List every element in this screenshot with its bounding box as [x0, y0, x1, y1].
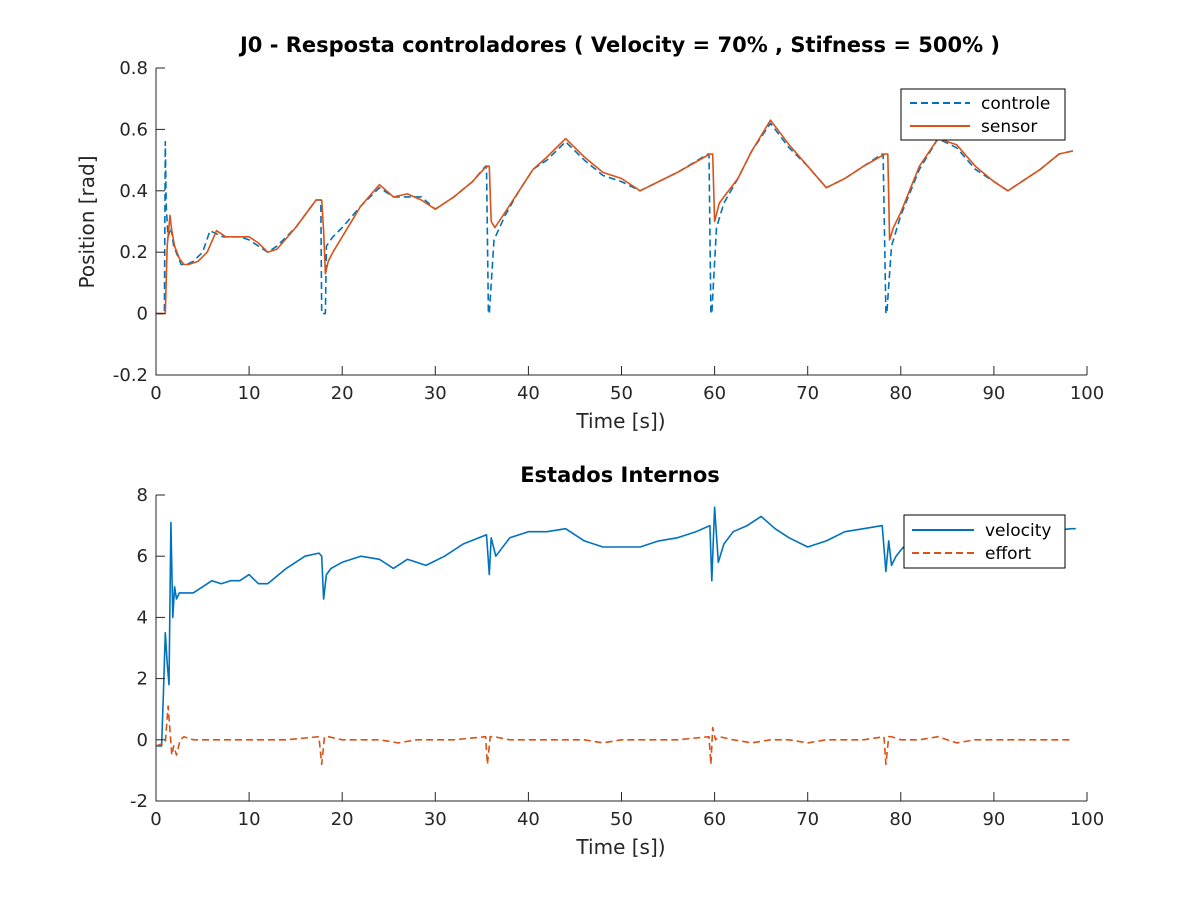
x-tick-label: 70	[796, 809, 819, 830]
x-tick-label: 80	[889, 383, 912, 404]
y-ticks: -2 0 2 4 6 8	[130, 485, 165, 812]
legend: velocity effort	[903, 514, 1066, 569]
legend-label-controle: controle	[981, 94, 1050, 114]
x-tick-label: 20	[331, 383, 354, 404]
x-tick-label: 60	[703, 383, 726, 404]
x-tick-label: 90	[982, 383, 1005, 404]
y-tick-label: 8	[137, 485, 148, 506]
x-tick-label: 0	[150, 383, 161, 404]
y-tick-label: 0.4	[119, 181, 148, 202]
y-tick-label: 4	[137, 607, 148, 628]
internal-states-panel: Estados Internos 0 10 20 30 40 50 60 70 80 90 100 …	[130, 463, 1104, 859]
y-tick-label: -2	[130, 791, 148, 812]
x-axis-label: Time [s])	[575, 409, 665, 433]
series-line-velocity	[156, 506, 1076, 747]
legend: controle sensor	[900, 88, 1066, 141]
x-tick-label: 50	[610, 809, 633, 830]
legend-label-velocity: velocity	[985, 521, 1051, 541]
y-tick-label: 0	[137, 304, 148, 325]
x-tick-label: 60	[703, 809, 726, 830]
y-tick-label: 0	[137, 730, 148, 751]
series-line-controle	[156, 122, 1074, 315]
x-tick-label: 40	[517, 809, 540, 830]
chart-title: Estados Internos	[520, 463, 720, 487]
y-tick-label: 0.8	[119, 58, 148, 79]
series-group	[156, 119, 1074, 315]
x-ticks: 0 10 20 30 40 50 60 70 80 90 100	[150, 792, 1104, 830]
y-tick-label: 0.2	[119, 242, 148, 263]
legend-box	[903, 514, 1066, 569]
legend-box	[900, 88, 1066, 141]
y-ticks: -0.2 0 0.2 0.4 0.6 0.8	[113, 58, 165, 386]
x-tick-label: 10	[238, 383, 261, 404]
chart-title: J0 - Resposta controladores ( Velocity =…	[238, 33, 1000, 57]
legend-label-effort: effort	[985, 544, 1032, 564]
x-tick-label: 20	[331, 809, 354, 830]
series-line-sensor	[156, 119, 1074, 315]
x-tick-label: 70	[796, 383, 819, 404]
y-tick-label: 6	[137, 546, 148, 567]
x-tick-label: 10	[238, 809, 261, 830]
position-panel: J0 - Resposta controladores ( Velocity =…	[75, 33, 1104, 433]
y-axis-label: Position [rad]	[75, 155, 99, 288]
x-tick-label: 100	[1070, 383, 1104, 404]
x-tick-label: 0	[150, 809, 161, 830]
legend-label-sensor: sensor	[981, 117, 1037, 137]
x-tick-label: 40	[517, 383, 540, 404]
x-axis-label: Time [s])	[575, 835, 665, 859]
y-tick-label: 2	[137, 669, 148, 690]
x-tick-label: 50	[610, 383, 633, 404]
y-tick-label: -0.2	[113, 365, 148, 386]
series-line-effort	[155, 705, 1073, 766]
x-tick-label: 30	[424, 809, 447, 830]
x-tick-label: 100	[1070, 809, 1104, 830]
x-tick-label: 90	[982, 809, 1005, 830]
series-group	[155, 506, 1076, 766]
x-tick-label: 80	[889, 809, 912, 830]
y-tick-label: 0.6	[119, 119, 148, 140]
x-ticks: 0 10 20 30 40 50 60 70 80 90 100	[150, 366, 1104, 404]
x-tick-label: 30	[424, 383, 447, 404]
